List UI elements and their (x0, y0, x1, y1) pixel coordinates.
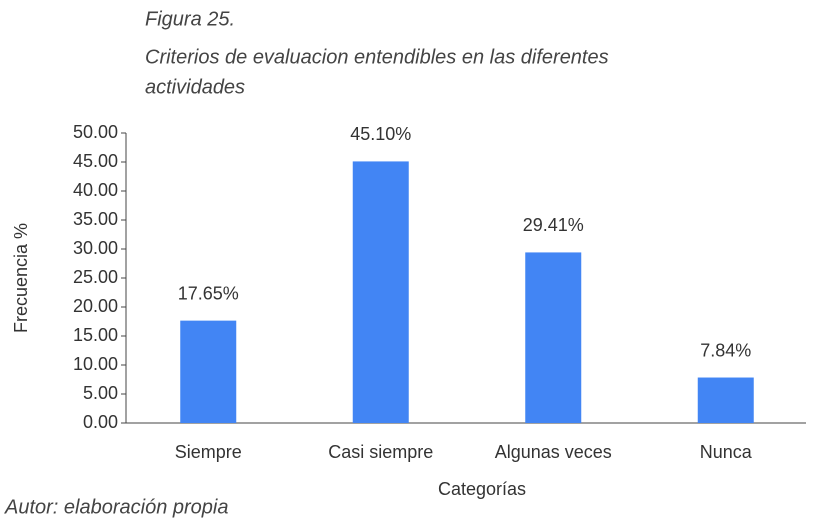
y-tick-label: 40.00 (73, 180, 118, 200)
x-axis-label: Categorías (438, 479, 526, 499)
data-label: 7.84% (700, 340, 751, 360)
y-tick-label: 15.00 (73, 325, 118, 345)
annotation: Autor: elaboración propia (4, 496, 228, 518)
data-label: 17.65% (178, 283, 239, 303)
y-tick-label: 45.00 (73, 151, 118, 171)
x-tick-label: Siempre (175, 442, 242, 462)
chart-subtitle: Criterios de evaluacion entendibles en l… (145, 46, 609, 68)
data-label: 45.10% (350, 124, 411, 144)
y-tick-label: 0.00 (83, 412, 118, 432)
y-axis-label: Frecuencia % (11, 223, 31, 333)
chart-subtitle: actividades (145, 76, 245, 98)
bar (697, 377, 754, 423)
y-tick-label: 20.00 (73, 296, 118, 316)
y-tick-label: 10.00 (73, 354, 118, 374)
x-tick-label: Nunca (700, 442, 753, 462)
y-tick-label: 50.00 (73, 122, 118, 142)
y-tick-label: 25.00 (73, 267, 118, 287)
y-tick-label: 5.00 (83, 383, 118, 403)
x-tick-label: Algunas veces (495, 442, 612, 462)
bar (525, 252, 582, 423)
chart-title: Figura 25. (145, 8, 235, 30)
y-tick-label: 35.00 (73, 209, 118, 229)
x-tick-label: Casi siempre (328, 442, 433, 462)
data-label: 29.41% (523, 215, 584, 235)
y-tick-label: 30.00 (73, 238, 118, 258)
bar (352, 161, 409, 424)
bar (180, 320, 237, 423)
